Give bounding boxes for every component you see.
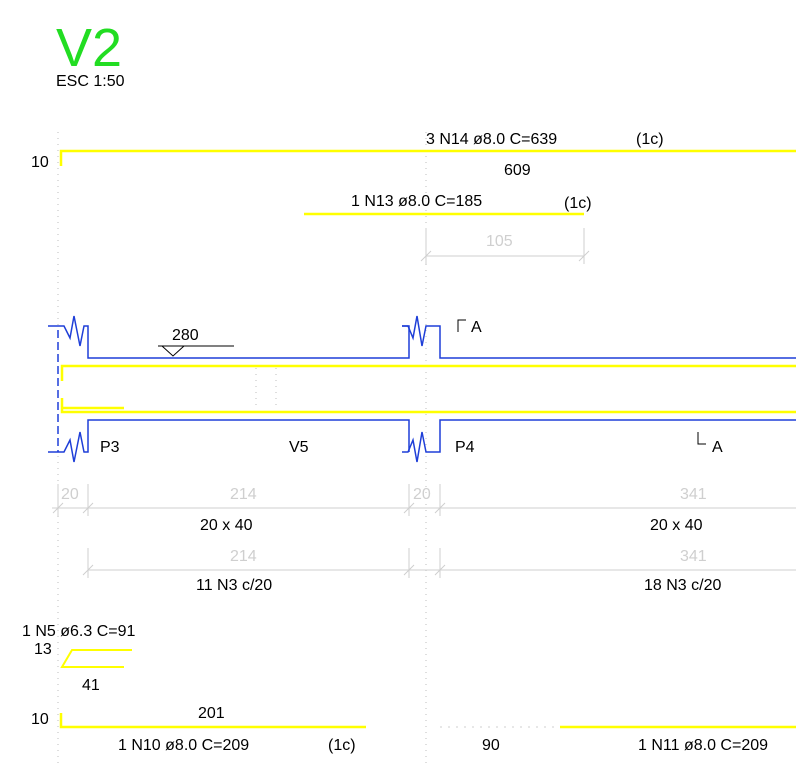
stirrup-tick-3 [434, 564, 446, 576]
n13-dim-tick-left [420, 250, 432, 262]
rebar-elevation [60, 364, 796, 414]
n11-start: 90 [482, 737, 500, 754]
rebar-n10-line [59, 713, 366, 729]
p4-width-dim: 20 [413, 486, 431, 503]
n10-hook: 10 [31, 711, 49, 728]
p3-width-dim: 20 [61, 486, 79, 503]
n14-layer: (1c) [636, 131, 664, 148]
n13-label: 1 N13 ø8.0 C=185 [351, 193, 482, 210]
n5-length: 41 [82, 677, 100, 694]
stirrups2-label: 18 N3 c/20 [644, 577, 721, 594]
section-mark-top: A [471, 319, 482, 336]
span-tick-1 [52, 502, 64, 514]
top-bar-n14: 10 3 N14 ø8.0 C=639 (1c) 609 [31, 131, 796, 179]
span-tick-3 [403, 502, 415, 514]
top-bar-n13: 1 N13 ø8.0 C=185 (1c) 105 [304, 193, 592, 264]
stirrup-tick-2 [403, 564, 415, 576]
stirrup-tick-1 [82, 564, 94, 576]
column-p3-label: P3 [100, 439, 120, 456]
section-mark-bottom: A [712, 439, 723, 456]
rebar-top-elev [60, 364, 796, 381]
bottom-bar-n5: 1 N5 ø6.3 C=91 13 41 [22, 623, 136, 694]
span-tick-4 [434, 502, 446, 514]
level-triangle [160, 345, 186, 357]
beam-title: V2 [56, 18, 122, 78]
level-mark: 280 [158, 327, 234, 357]
section2-size: 20 x 40 [650, 517, 703, 534]
n10-length: 201 [198, 705, 225, 722]
outline-bottom-left [48, 419, 410, 463]
n10-layer: (1c) [328, 737, 356, 754]
n14-label: 3 N14 ø8.0 C=639 [426, 131, 557, 148]
n13-dimension: 105 [486, 233, 513, 250]
outline-bottom-right [402, 419, 796, 463]
n13-dim-tick-right [578, 250, 590, 262]
n11-label: 1 N11 ø8.0 C=209 [638, 737, 768, 754]
level-value: 280 [172, 327, 199, 344]
n5-hook: 13 [34, 641, 52, 658]
rebar-n5-line [60, 649, 132, 668]
drawing-scale: ESC 1:50 [56, 73, 125, 90]
section1-size: 20 x 40 [200, 517, 253, 534]
bottom-bar-n10: 10 201 1 N10 ø8.0 C=209 (1c) [31, 705, 366, 754]
column-p4-label: P4 [455, 439, 475, 456]
span-tick-2 [82, 502, 94, 514]
beam-v5-label: V5 [289, 439, 309, 456]
rebar-bottom-elev [60, 398, 796, 414]
n5-label: 1 N5 ø6.3 C=91 [22, 623, 136, 640]
span-dimension-lines [52, 484, 796, 578]
guide-lines [57, 132, 427, 764]
stirrup-span2-dim: 341 [680, 548, 707, 565]
rebar-n14-line [59, 149, 796, 166]
span2-dim: 341 [680, 486, 707, 503]
n13-dimension-line [420, 228, 590, 264]
n14-length: 609 [504, 162, 531, 179]
bottom-bar-n11: 90 1 N11 ø8.0 C=209 [440, 725, 796, 754]
n14-hook-length: 10 [31, 154, 49, 171]
stirrup-span1-dim: 214 [230, 548, 257, 565]
section-mark-top-icon [457, 319, 466, 332]
outline-top-right [402, 315, 796, 359]
section-mark-bottom-icon [697, 432, 706, 445]
beam-outline [48, 315, 796, 463]
n13-layer: (1c) [564, 195, 592, 212]
span1-dim: 214 [230, 486, 257, 503]
stirrups1-label: 11 N3 c/20 [196, 577, 272, 594]
outline-top-left [48, 315, 410, 359]
n10-label: 1 N10 ø8.0 C=209 [118, 737, 249, 754]
